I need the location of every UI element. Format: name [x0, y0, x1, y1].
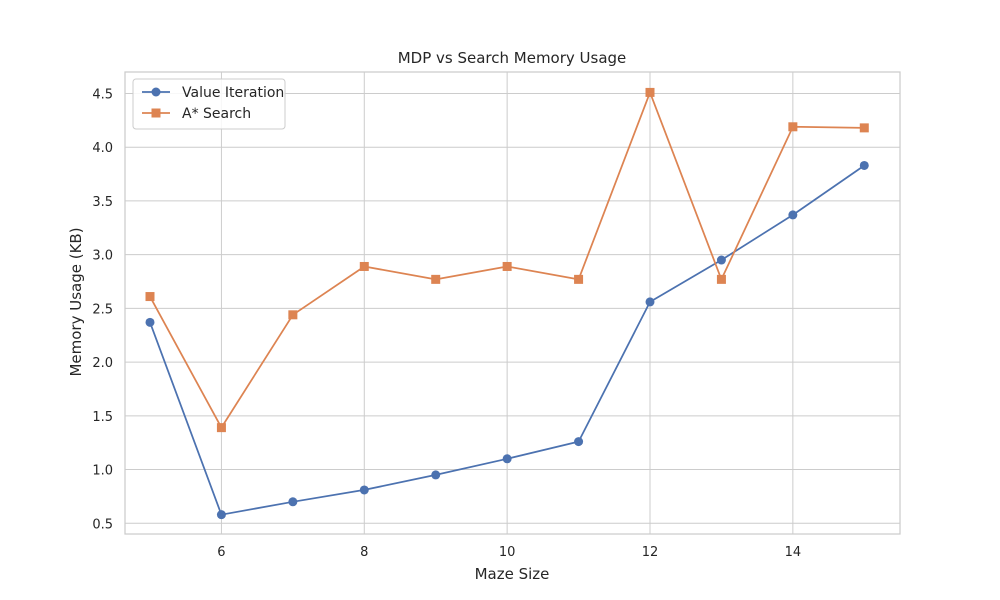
data-point-value-iteration — [431, 470, 441, 480]
series-value-iteration — [145, 160, 869, 520]
data-point-a-search — [574, 274, 584, 284]
x-tick-label: 12 — [642, 545, 659, 560]
y-tick-label: 2.0 — [92, 356, 113, 371]
x-tick-label: 10 — [499, 545, 516, 560]
data-point-a-search — [216, 423, 226, 433]
data-point-value-iteration — [216, 510, 226, 520]
series-layer — [145, 87, 869, 520]
chart-title: MDP vs Search Memory Usage — [398, 49, 627, 67]
data-point-value-iteration — [574, 437, 584, 447]
legend-box — [132, 78, 286, 130]
y-tick-label: 4.5 — [92, 87, 113, 102]
data-point-a-search — [145, 292, 155, 302]
data-point-value-iteration — [788, 210, 798, 220]
y-tick-label: 3.5 — [92, 195, 113, 210]
x-tick-label: 14 — [785, 545, 802, 560]
y-tick-label: 2.5 — [92, 302, 113, 317]
data-point-value-iteration — [859, 160, 869, 170]
data-point-a-search — [716, 274, 726, 284]
legend-label-astar-search: A* Search — [182, 106, 251, 122]
y-tick-label: 4.0 — [92, 141, 113, 156]
x-tick-label: 6 — [217, 545, 225, 560]
legend-label-value-iteration: Value Iteration — [182, 85, 284, 101]
x-axis-title: Maze Size — [475, 565, 550, 583]
data-point-a-search — [788, 122, 798, 132]
y-tick-label: 0.5 — [92, 517, 113, 532]
y-tick-label: 3.0 — [92, 249, 113, 264]
plot-frame — [124, 71, 901, 535]
data-point-a-search — [431, 274, 441, 284]
data-point-value-iteration — [502, 454, 512, 464]
data-point-a-search — [359, 261, 369, 271]
data-point-value-iteration — [145, 317, 155, 327]
x-tick-label: 8 — [360, 545, 368, 560]
y-axis-ticks: 0.5 1.0 1.5 2.0 2.5 3.0 3.5 4.0 4.5 — [92, 87, 113, 532]
data-point-a-search — [859, 123, 869, 133]
data-point-a-search — [502, 261, 512, 271]
data-point-value-iteration — [645, 297, 655, 307]
data-point-value-iteration — [288, 497, 298, 507]
legend-marker-astar-search — [151, 108, 161, 118]
y-tick-label: 1.5 — [92, 410, 113, 425]
y-tick-label: 1.0 — [92, 464, 113, 479]
legend-marker-value-iteration — [151, 87, 161, 97]
x-axis-ticks: 6 8 10 12 14 — [217, 545, 801, 560]
data-point-value-iteration — [716, 255, 726, 265]
data-point-a-search — [645, 87, 655, 97]
grid — [125, 72, 900, 534]
data-point-value-iteration — [359, 485, 369, 495]
y-axis-title: Memory Usage (KB) — [67, 227, 85, 376]
series-a-search — [145, 87, 869, 433]
data-point-a-search — [288, 310, 298, 320]
legend: Value Iteration A* Search — [132, 78, 286, 130]
